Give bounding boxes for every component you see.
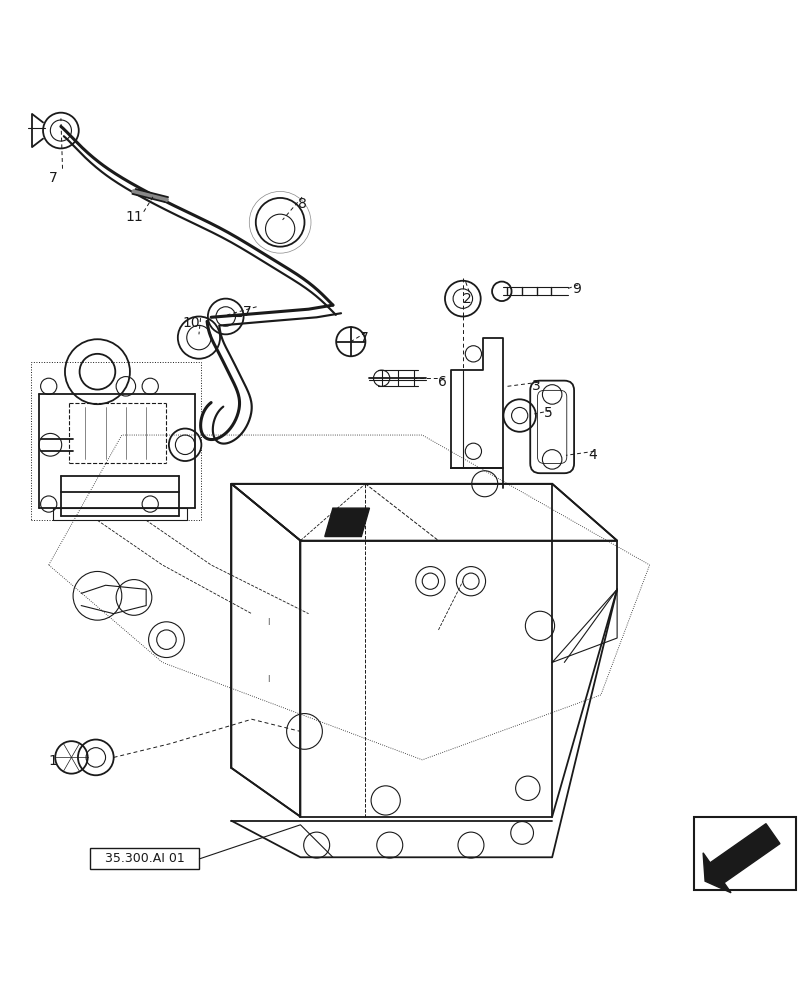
Text: 10: 10 [182, 316, 200, 330]
Text: 8: 8 [298, 197, 306, 211]
Text: 4: 4 [588, 448, 596, 462]
Text: 7: 7 [359, 331, 367, 345]
Text: |: | [267, 675, 268, 682]
Polygon shape [702, 824, 779, 893]
Text: 9: 9 [572, 282, 580, 296]
Text: 35.300.AI 01: 35.300.AI 01 [105, 852, 184, 865]
Polygon shape [324, 508, 369, 537]
Text: 5: 5 [543, 406, 551, 420]
Text: 6: 6 [438, 375, 446, 389]
Text: 3: 3 [531, 379, 539, 393]
Text: 2: 2 [462, 292, 470, 306]
Text: |: | [267, 618, 268, 625]
Text: 7: 7 [243, 305, 251, 319]
Text: 11: 11 [125, 210, 143, 224]
Text: 7: 7 [49, 171, 57, 185]
Text: 1: 1 [49, 754, 57, 768]
